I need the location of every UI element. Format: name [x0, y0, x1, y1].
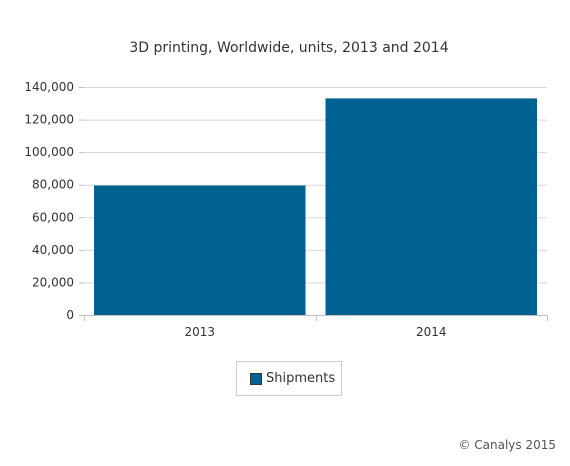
- y-tick-label: 20,000: [32, 275, 74, 289]
- bar-2014[interactable]: [325, 98, 538, 316]
- y-tick-label: 120,000: [24, 113, 74, 127]
- bars: [94, 98, 538, 316]
- y-axis-ticks: 0 20,000 40,000 60,000 80,000 100,000 120,000 1…: [24, 80, 84, 322]
- legend-swatch-shipments: [250, 372, 262, 385]
- y-tick-label: 40,000: [32, 243, 74, 257]
- x-axis-ticks: 2013 2014: [84, 315, 548, 339]
- bar-2013[interactable]: [94, 185, 306, 315]
- y-tick-label: 80,000: [32, 178, 74, 192]
- credit-text: © Canalys 2015: [458, 438, 556, 452]
- chart-title: 3D printing, Worldwide, units, 2013 and …: [129, 40, 448, 56]
- x-tick-label: 2014: [416, 325, 447, 339]
- legend-label-shipments: Shipments: [266, 371, 336, 386]
- legend[interactable]: Shipments: [236, 361, 342, 396]
- y-tick-label: 140,000: [24, 80, 74, 94]
- x-tick-label: 2013: [184, 325, 215, 339]
- y-tick-label: 60,000: [32, 210, 74, 224]
- y-tick-label: 100,000: [24, 145, 74, 159]
- y-tick-label: 0: [66, 308, 74, 322]
